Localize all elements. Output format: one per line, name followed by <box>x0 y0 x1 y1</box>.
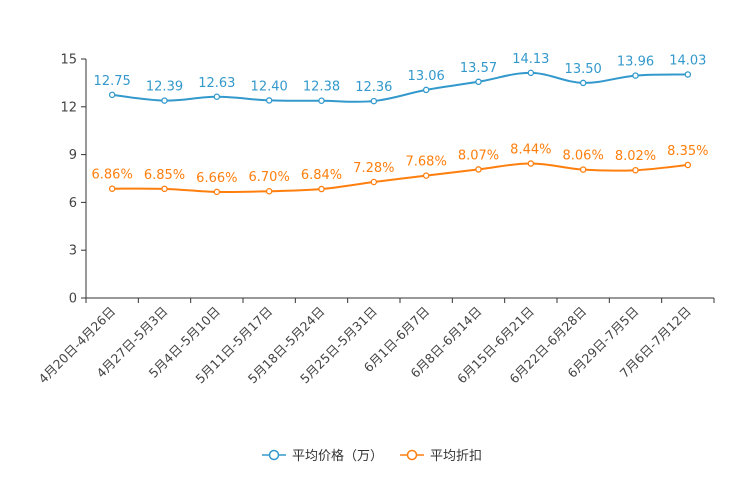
data-point <box>632 166 639 174</box>
data-label: 12.63 <box>198 76 235 91</box>
data-point <box>632 72 639 79</box>
data-point <box>370 97 378 105</box>
data-point <box>475 166 482 173</box>
data-point <box>213 188 221 196</box>
legend-marker <box>268 449 280 461</box>
data-point <box>527 160 535 167</box>
data-label: 12.75 <box>94 74 131 89</box>
data-label: 13.06 <box>408 69 445 84</box>
legend-marker <box>406 449 418 461</box>
data-label: 6.70% <box>249 170 290 185</box>
y-tick-label: 12 <box>60 100 77 115</box>
data-label: 12.38 <box>303 80 340 95</box>
data-label: 6.85% <box>144 168 185 183</box>
y-tick-label: 15 <box>60 53 77 68</box>
data-point <box>108 185 116 192</box>
y-tick-label: 0 <box>69 292 77 307</box>
data-point <box>318 97 325 104</box>
data-label: 14.13 <box>512 52 549 67</box>
data-label: 6.86% <box>92 168 133 183</box>
y-tick-label: 3 <box>69 244 77 259</box>
y-tick-label: 9 <box>69 148 77 163</box>
legend-label: 平均折扣 <box>430 449 482 464</box>
data-point <box>318 185 325 193</box>
data-point <box>527 69 535 77</box>
data-point <box>265 187 273 195</box>
data-point <box>370 178 378 186</box>
data-label: 13.50 <box>565 62 602 77</box>
data-label: 8.35% <box>667 144 708 159</box>
data-label: 13.96 <box>617 55 654 70</box>
data-label: 7.68% <box>406 155 447 170</box>
data-point <box>161 97 168 104</box>
series-line <box>112 162 688 194</box>
data-point <box>475 78 482 86</box>
data-label: 6.84% <box>301 168 342 183</box>
data-label: 14.03 <box>669 53 706 68</box>
data-label: 13.57 <box>460 61 497 76</box>
data-point <box>422 86 430 94</box>
data-point <box>579 79 587 87</box>
data-label: 12.39 <box>146 80 183 95</box>
data-label: 12.40 <box>251 79 288 94</box>
data-point <box>684 71 692 78</box>
data-label: 8.44% <box>510 143 551 158</box>
data-label: 8.07% <box>458 148 499 163</box>
data-label: 8.02% <box>615 149 656 164</box>
data-point <box>422 172 430 179</box>
legend-item-2: 平均折扣 <box>400 449 482 464</box>
series-1: 12.75 12.39 12.63 12.40 12.38 12.36 13.06 13.57… <box>94 52 706 105</box>
series-2: 6.86% 6.85% 6.66% 6.70% 6.84% 7.28% 7.68% 8.07%… <box>92 143 708 196</box>
data-point <box>108 91 116 99</box>
legend-item-1: 平均价格（万） <box>262 448 383 464</box>
data-point <box>579 166 587 173</box>
y-tick-label: 6 <box>69 196 77 211</box>
data-label: 12.36 <box>355 80 392 95</box>
series-line <box>112 71 688 103</box>
data-label: 7.28% <box>353 161 394 176</box>
data-label: 8.06% <box>563 149 604 164</box>
data-point <box>213 93 221 101</box>
data-point <box>684 161 692 169</box>
legend-label: 平均价格（万） <box>292 448 383 464</box>
series-layer: 12.75 12.39 12.63 12.40 12.38 12.36 13.06 13.57… <box>92 52 708 196</box>
legend: 平均价格（万） 平均折扣 <box>262 448 482 464</box>
data-label: 6.66% <box>196 171 237 186</box>
data-point <box>265 97 273 104</box>
data-point <box>161 185 168 193</box>
